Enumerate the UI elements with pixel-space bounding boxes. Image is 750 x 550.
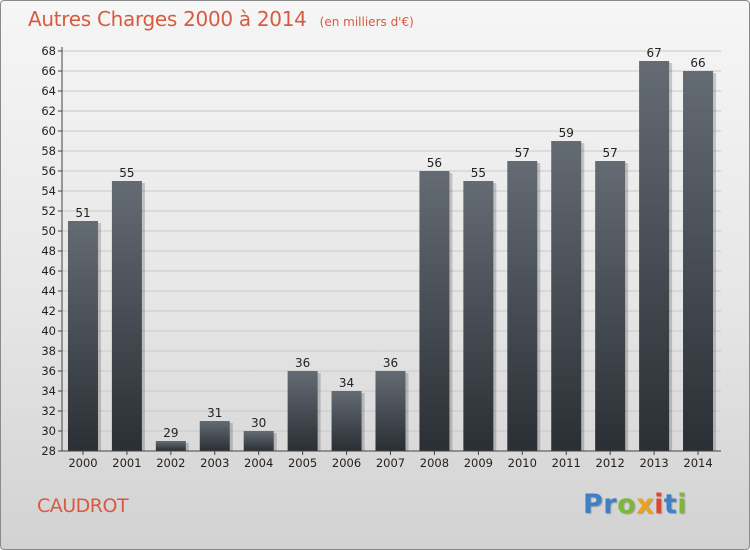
bar-2010: [507, 161, 538, 451]
y-tick-label: 42: [41, 304, 56, 318]
y-tick-label: 62: [41, 104, 56, 118]
y-tick-label: 68: [41, 44, 56, 58]
chart-subtitle: (en milliers d'€): [319, 15, 414, 29]
x-tick-label: 2003: [200, 456, 229, 470]
bar-2004: [243, 431, 274, 451]
brand-letter: i: [654, 489, 664, 520]
title-block: Autres Charges 2000 à 2014 (en milliers …: [28, 7, 414, 31]
chart-title: Autres Charges 2000 à 2014: [28, 7, 307, 31]
bar-2014: [683, 71, 714, 451]
bar-2000: [67, 221, 98, 451]
value-label: 31: [207, 406, 222, 420]
y-tick-label: 58: [41, 144, 56, 158]
y-tick-label: 60: [41, 124, 56, 138]
value-label: 59: [559, 126, 574, 140]
bar-2011: [551, 141, 582, 451]
brand-letter: o: [617, 489, 637, 520]
brand-letter: P: [583, 489, 604, 520]
y-tick-label: 52: [41, 204, 56, 218]
bar-2008: [419, 171, 450, 451]
x-tick-label: 2008: [420, 456, 449, 470]
x-tick-label: 2010: [508, 456, 537, 470]
y-tick-label: 66: [41, 64, 56, 78]
brand-logo: Proxiti: [583, 489, 687, 520]
x-tick-label: 2009: [464, 456, 493, 470]
bar-2001: [111, 181, 142, 451]
y-tick-label: 48: [41, 244, 56, 258]
x-tick-labels: 2000 2001 2002 2003 2004 2005 2006 2007 2008 2009…: [68, 456, 712, 470]
x-tick-label: 2000: [68, 456, 97, 470]
y-tick-label: 30: [41, 424, 56, 438]
x-tick-label: 2001: [112, 456, 141, 470]
y-tick-label: 36: [41, 364, 56, 378]
y-tick-label: 32: [41, 404, 56, 418]
bars: [67, 61, 717, 451]
value-label: 57: [515, 146, 530, 160]
bar-2012: [595, 161, 626, 451]
x-tick-label: 2002: [156, 456, 185, 470]
x-tick-label: 2013: [639, 456, 668, 470]
value-labels: 51 55 29 31 30 36 34 36 56 55 57 59 57 67 66: [75, 46, 705, 440]
y-tick-label: 56: [41, 164, 56, 178]
value-label: 36: [295, 356, 310, 370]
value-label: 56: [427, 156, 442, 170]
place-name: CAUDROT: [37, 495, 129, 517]
y-tick-label: 46: [41, 264, 56, 278]
axes: [58, 47, 721, 455]
y-tick-label: 64: [41, 84, 56, 98]
brand-letter: r: [603, 489, 618, 520]
x-tick-label: 2004: [244, 456, 273, 470]
x-tick-label: 2014: [683, 456, 712, 470]
bar-2003: [199, 421, 230, 451]
value-label: 67: [646, 46, 661, 60]
value-label: 55: [471, 166, 486, 180]
bar-2005: [287, 371, 318, 451]
bar-2002: [155, 441, 186, 451]
bar-2013: [639, 61, 670, 451]
value-label: 55: [119, 166, 134, 180]
bar-2009: [463, 181, 494, 451]
brand-letter: i: [677, 489, 688, 520]
value-label: 51: [75, 206, 90, 220]
value-label: 57: [603, 146, 618, 160]
value-label: 66: [690, 56, 705, 70]
y-tick-labels: 28 30 32 34 36 38 40 42 44 46 48 50 52 54 56 58 60 62 64 66…: [41, 44, 56, 458]
bar-2007: [375, 371, 406, 451]
value-label: 36: [383, 356, 398, 370]
value-label: 34: [339, 376, 354, 390]
x-tick-label: 2012: [596, 456, 625, 470]
value-label: 29: [163, 426, 178, 440]
y-tick-label: 40: [41, 324, 56, 338]
y-tick-label: 54: [41, 184, 56, 198]
y-tick-label: 38: [41, 344, 56, 358]
x-tick-label: 2005: [288, 456, 317, 470]
y-tick-label: 34: [41, 384, 56, 398]
x-tick-label: 2011: [552, 456, 581, 470]
y-tick-label: 28: [41, 444, 56, 458]
x-tick-label: 2006: [332, 456, 361, 470]
y-tick-label: 50: [41, 224, 56, 238]
brand-letter: t: [663, 489, 678, 520]
x-tick-label: 2007: [376, 456, 405, 470]
bar-2006: [331, 391, 362, 451]
value-label: 30: [251, 416, 266, 430]
brand-letter: x: [636, 489, 655, 520]
y-tick-label: 44: [41, 284, 56, 298]
